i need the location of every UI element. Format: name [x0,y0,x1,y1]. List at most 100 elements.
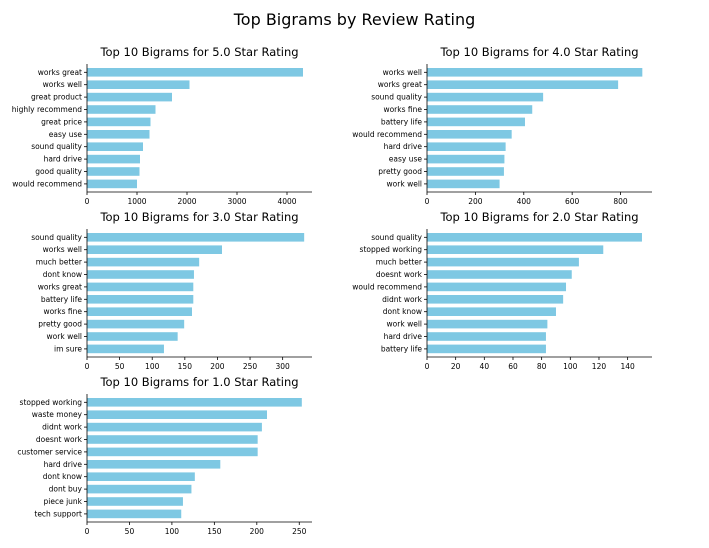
y-tick-label: dont know [43,270,82,279]
x-tick-label: 50 [115,362,125,371]
y-tick-label: works well [43,245,82,254]
y-tick-label: pretty good [378,167,422,176]
bar-dont-know [87,270,194,279]
bar-chart: Top 10 Bigrams for 4.0 Star Rating works … [352,45,652,206]
bar-im-sure [87,344,164,354]
y-tick-label: works great [378,80,422,89]
y-tick-label: doesnt work [36,435,83,444]
y-tick-label: piece junk [43,497,82,506]
y-tick-label: would recommend [352,282,422,291]
bar-sound-quality [87,233,305,242]
bar-work-well [87,332,178,341]
y-tick-label: sound quality [371,233,422,242]
x-tick-label: 40 [480,362,490,371]
y-tick-label: much better [376,258,423,267]
bar-didnt-work [427,295,564,304]
x-tick-label: 200 [468,197,483,206]
bar-works-great [427,80,619,89]
x-tick-label: 0 [425,197,430,206]
y-tick-label: customer service [17,447,82,456]
x-tick-label: 3000 [227,197,246,206]
y-tick-label: good quality [35,167,82,176]
bar-works-well [87,245,222,254]
bar-would-recommend [427,130,512,139]
bar-works-well [427,68,643,77]
figure-title: Top Bigrams by Review Rating [233,10,476,29]
y-tick-label: works fine [383,105,422,114]
bar-hard-drive [427,142,506,151]
x-tick-label: 60 [508,362,518,371]
y-tick-label: easy use [389,155,423,164]
bar-pretty-good [427,167,504,176]
bar-waste-money [87,410,267,419]
bar-great-price [87,117,151,127]
chart-panel-3-star: Top 10 Bigrams for 3.0 Star Rating sound … [0,205,360,374]
chart-panel-1-star: Top 10 Bigrams for 1.0 Star Rating stoppe… [0,370,360,539]
bar-customer-service [87,447,258,457]
bar-work-well [427,319,548,329]
y-tick-label: work well [387,320,422,329]
x-tick-label: 0 [85,197,90,206]
bar-works-well [87,80,190,89]
bar-works-fine [427,105,533,114]
y-tick-label: would recommend [12,179,82,188]
y-tick-label: dont know [43,472,82,481]
bar-piece-junk [87,497,183,506]
y-tick-label: easy use [49,130,83,139]
y-tick-label: works fine [43,307,82,316]
x-tick-label: 150 [207,527,222,536]
y-tick-label: waste money [32,410,83,419]
x-tick-label: 4000 [277,197,296,206]
x-tick-label: 800 [613,197,628,206]
x-tick-label: 200 [210,362,225,371]
bar-hard-drive [427,332,546,341]
bar-sound-quality [427,92,544,102]
bar-stopped-working [87,398,302,407]
bar-hard-drive [87,154,140,164]
y-tick-label: sound quality [31,233,82,242]
chart-panel-2-star: Top 10 Bigrams for 2.0 Star Rating sound … [340,205,700,374]
bar-would-recommend [427,282,567,292]
x-tick-label: 0 [85,362,90,371]
x-tick-label: 120 [592,362,607,371]
bar-chart: Top 10 Bigrams for 2.0 Star Rating sound … [352,210,652,371]
y-tick-label: didnt work [42,423,82,432]
x-tick-label: 2000 [177,197,196,206]
x-tick-label: 400 [517,197,532,206]
x-tick-label: 0 [85,527,90,536]
chart-title: Top 10 Bigrams for 4.0 Star Rating [439,45,638,59]
bar-dont-know [87,472,195,481]
x-tick-label: 140 [620,362,635,371]
bar-tech-support [87,509,182,519]
bar-doesnt-work [427,270,572,279]
bar-pretty-good [87,319,185,329]
chart-title: Top 10 Bigrams for 2.0 Star Rating [439,210,638,224]
x-tick-label: 50 [125,527,135,536]
bar-much-better [87,257,200,267]
bar-battery-life [427,344,546,354]
x-tick-label: 250 [243,362,258,371]
chart-panel-5-star: Top 10 Bigrams for 5.0 Star Rating works … [0,40,360,209]
bar-hard-drive [87,460,221,469]
x-tick-label: 250 [292,527,307,536]
y-tick-label: great price [41,117,82,126]
y-tick-label: work well [387,179,422,188]
y-tick-label: dont buy [49,485,83,494]
y-tick-label: dont know [383,307,422,316]
y-tick-label: hard drive [44,460,83,469]
y-tick-label: would recommend [352,130,422,139]
y-tick-label: works great [38,282,82,291]
x-tick-label: 0 [425,362,430,371]
y-tick-label: stopped working [360,245,423,254]
chart-panel-4-star: Top 10 Bigrams for 4.0 Star Rating works … [340,40,700,209]
y-tick-label: doesnt work [376,270,423,279]
bar-chart: Top 10 Bigrams for 5.0 Star Rating works … [12,45,312,206]
bar-works-fine [87,307,192,316]
y-tick-label: works great [38,68,82,77]
bar-sound-quality [427,233,642,242]
y-tick-label: stopped working [20,398,83,407]
y-tick-label: pretty good [38,320,82,329]
x-tick-label: 80 [537,362,547,371]
bar-stopped-working [427,245,604,254]
y-tick-label: battery life [381,117,423,126]
